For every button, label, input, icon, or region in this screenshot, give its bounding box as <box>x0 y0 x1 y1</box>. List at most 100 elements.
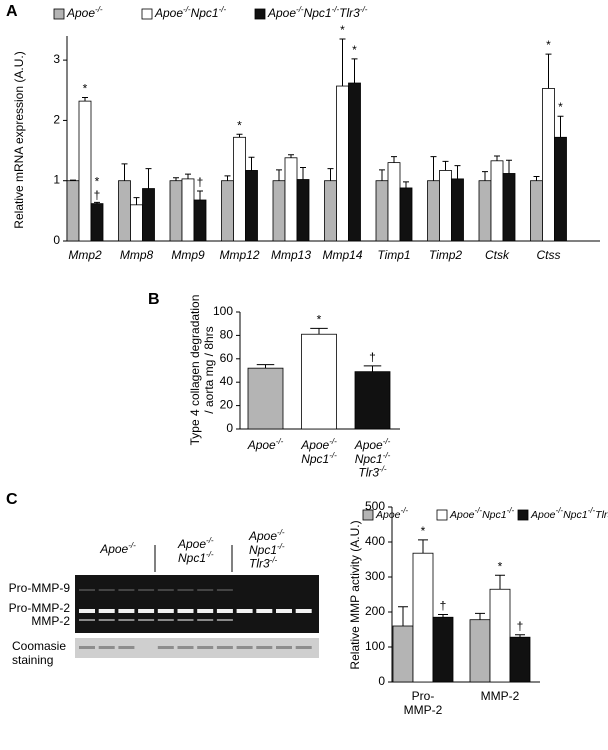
bar <box>66 180 80 242</box>
error-bar <box>391 156 397 163</box>
coomassie-band <box>118 646 135 649</box>
x-tick-label: Timp1 <box>377 248 410 262</box>
legend-swatch <box>141 8 153 20</box>
legend-swatch <box>436 509 448 521</box>
legend-label: Apoe-/- <box>375 506 408 521</box>
coomassie-band <box>236 646 253 649</box>
x-tick-label: Timp2 <box>429 248 463 262</box>
y-tick-label: 100 <box>213 304 233 318</box>
band-label: Pro-MMP-2 <box>9 601 71 615</box>
x-tick-label: Ctsk <box>485 248 510 262</box>
coomassie-band <box>216 646 233 649</box>
legend-label: Apoe-/-Npc1-/-Tlr3-/- <box>267 5 368 21</box>
y-tick-label: 20 <box>220 398 234 412</box>
error-bar <box>145 168 152 189</box>
lane-group-label: Apoe-/-Npc1-/- <box>177 536 214 565</box>
x-tick-label: Mmp12 <box>219 248 259 262</box>
bar <box>221 180 234 242</box>
legend-label: Apoe-/-Npc1-/- <box>449 506 514 521</box>
bar <box>169 180 183 242</box>
y-tick-label: 300 <box>365 569 385 583</box>
bar <box>432 616 454 683</box>
error-bar <box>482 171 488 181</box>
significance-label: * <box>83 82 88 96</box>
gel-band <box>98 619 115 621</box>
gel-band <box>295 609 312 613</box>
gel-band <box>256 609 273 613</box>
x-tick-label: Ctss <box>537 248 561 262</box>
bar <box>412 552 434 683</box>
gel-band <box>197 609 214 613</box>
error-bar <box>442 160 449 171</box>
error-bar <box>310 327 328 335</box>
gel-band <box>98 609 115 613</box>
gel-band <box>157 609 174 613</box>
bar <box>427 180 440 242</box>
error-bar <box>300 166 306 180</box>
bar <box>245 170 258 242</box>
gel <box>75 575 319 633</box>
error-bar <box>248 156 255 171</box>
error-bar <box>256 364 275 369</box>
significance-label: * <box>421 524 426 538</box>
error-bar <box>506 159 512 174</box>
x-tick-label: MMP-2 <box>481 689 520 703</box>
bar <box>78 100 92 242</box>
bar <box>439 170 452 242</box>
panel-label: C <box>6 491 18 508</box>
significance-label: † <box>197 175 204 189</box>
x-tick-label: Apoe-/- <box>247 437 284 453</box>
lane-group-label: Apoe-/-Npc1-/-Tlr3-/- <box>248 528 285 571</box>
error-bar <box>533 175 540 181</box>
significance-label: * <box>340 23 345 37</box>
y-tick-label: 0 <box>226 421 233 435</box>
coomassie-strip <box>75 638 319 658</box>
bar <box>469 619 491 683</box>
legend-swatch <box>53 8 65 20</box>
lane-group-label: Apoe-/- <box>99 541 136 557</box>
bar <box>554 136 567 242</box>
x-tick-label: Mmp13 <box>271 248 311 262</box>
legend-swatch <box>517 509 529 521</box>
error-bar <box>495 574 505 590</box>
legend-swatch <box>254 8 266 20</box>
coomassie-band <box>197 646 214 649</box>
bar <box>451 178 464 242</box>
error-bar <box>454 165 461 179</box>
significance-label: * <box>317 313 322 327</box>
coomassie-band <box>276 646 292 649</box>
significance-label: * † <box>94 175 101 203</box>
error-bar <box>197 190 203 200</box>
y-axis-label: Relative MMP activity (A.U.) <box>348 520 362 669</box>
bar <box>247 367 284 430</box>
y-tick-label: 1 <box>53 173 60 187</box>
x-tick-label: Mmp9 <box>171 248 205 262</box>
gel-band <box>216 619 233 621</box>
y-tick-label: 3 <box>53 52 60 66</box>
bar <box>354 371 391 430</box>
error-bar <box>379 169 385 181</box>
error-bar <box>70 179 76 181</box>
bar <box>478 180 492 242</box>
bar <box>502 173 516 242</box>
bar <box>130 204 143 242</box>
bar <box>542 88 555 242</box>
bar <box>375 180 389 242</box>
loading-label: Coomasie staining <box>12 639 66 667</box>
blot: Apoe-/- Apoe-/-Npc1-/- Apoe-/-Npc1-/-Tlr… <box>9 528 319 667</box>
error-bar <box>363 365 382 372</box>
gel-band <box>98 589 115 591</box>
gel-band <box>157 619 174 621</box>
error-bar <box>403 181 409 188</box>
error-bar <box>288 154 294 158</box>
gel-band <box>157 589 174 591</box>
bar <box>489 588 511 683</box>
bar <box>490 160 504 242</box>
error-bar <box>173 177 179 181</box>
y-axis-label: Type 4 collagen degradation/ aorta mg / … <box>188 295 216 446</box>
y-axis-label: Relative mRNA expression (A.U.) <box>12 51 26 228</box>
significance-label: † <box>517 619 524 633</box>
bar <box>296 179 310 242</box>
bar <box>336 85 349 242</box>
